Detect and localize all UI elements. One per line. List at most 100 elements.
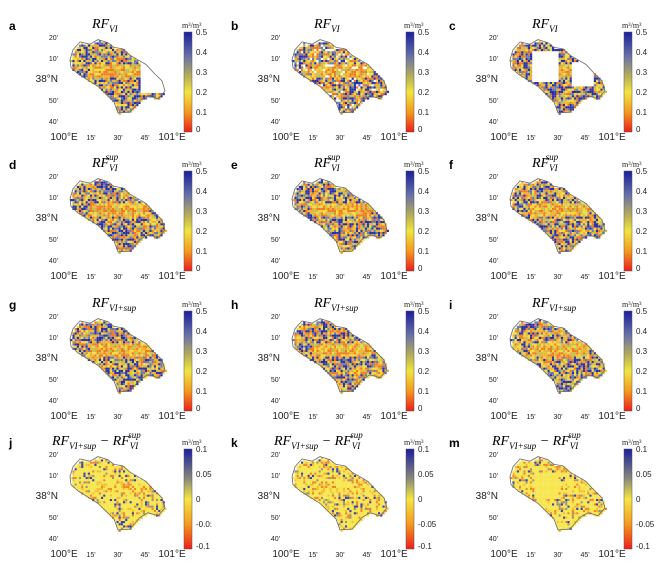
x-tick-label: 101°E: [158, 411, 186, 422]
y-tick-label: 38°N: [258, 353, 280, 364]
colorbar-tick-label: 0.5: [636, 28, 648, 37]
y-tick-label: 20': [271, 314, 280, 321]
y-tick-label: 40': [271, 258, 280, 265]
colorbar-tick-label: 0.4: [636, 48, 648, 57]
colorbar-unit: m³/m³: [622, 160, 642, 169]
basin-outline: [509, 39, 606, 114]
y-tick-label: 20': [49, 314, 58, 321]
panel-e: e RFVIsup 20' 10' 38°N 50' 40' 100°E 15' 30' 45' 10…: [231, 152, 430, 282]
colorbar-tick-label: 0: [636, 404, 641, 413]
panel-title: RFVIsup: [91, 152, 119, 173]
x-tick-label: 100°E: [272, 132, 300, 143]
colorbar-tick-label: 0.2: [636, 88, 648, 97]
colorbar-tick-label: 0.5: [418, 167, 430, 176]
y-tick-label: 38°N: [476, 353, 498, 364]
colorbar-tick-label: 0.4: [636, 327, 648, 336]
colorbar: [183, 310, 193, 412]
panel-title: RFVI+sup: [313, 296, 359, 313]
y-tick-label: 10': [271, 335, 280, 342]
colorbar-tick-label: 0.5: [418, 28, 430, 37]
x-tick-label: 30': [335, 135, 344, 142]
y-tick-label: 38°N: [36, 213, 58, 224]
x-tick-label: 101°E: [598, 411, 626, 422]
y-tick-label: 10': [489, 335, 498, 342]
colorbar-tick-label: 0.4: [418, 187, 430, 196]
y-tick-label: 50': [489, 237, 498, 244]
panel-label: g: [9, 298, 16, 312]
colorbar-tick-label: 0.3: [636, 207, 648, 216]
panel-label: b: [231, 19, 238, 33]
panel-label: a: [9, 19, 16, 33]
y-tick-label: 20': [489, 174, 498, 181]
y-tick-label: 50': [49, 98, 58, 105]
colorbar: [405, 170, 415, 272]
x-tick-label: 45': [580, 274, 589, 281]
y-tick-label: 10': [49, 473, 58, 480]
x-tick-label: 15': [86, 414, 95, 421]
colorbar-tick-label: 0.3: [636, 68, 648, 77]
x-tick-label: 15': [86, 135, 95, 142]
panel-title: RFVI: [531, 17, 559, 34]
colorbar-tick-label: 0.2: [636, 367, 648, 376]
colorbar-tick-label: 0.05: [418, 470, 434, 479]
x-tick-label: 100°E: [50, 271, 78, 282]
colorbar-tick-label: 0.1: [418, 247, 430, 256]
x-tick-label: 30': [553, 274, 562, 281]
panel-label: h: [231, 298, 238, 312]
colorbar-tick-label: 0.3: [418, 207, 430, 216]
colorbar-tick-label: -0.1: [418, 542, 432, 551]
basin-outline: [69, 456, 166, 531]
colorbar-tick-label: 0: [418, 264, 423, 273]
colorbar: [405, 448, 415, 550]
y-tick-label: 20': [489, 35, 498, 42]
colorbar-tick-label: 0: [418, 495, 423, 504]
colorbar-tick-label: 0.3: [418, 347, 430, 356]
y-tick-label: 38°N: [36, 74, 58, 85]
colorbar-unit: m³/m³: [622, 21, 642, 30]
basin-outline: [291, 39, 388, 114]
colorbar-tick-label: 0: [636, 125, 641, 134]
x-tick-label: 100°E: [50, 132, 78, 143]
y-tick-label: 38°N: [476, 74, 498, 85]
colorbar-tick-label: 0.4: [196, 48, 208, 57]
x-tick-label: 45': [140, 552, 149, 559]
y-tick-label: 38°N: [36, 353, 58, 364]
colorbar-unit: m³/m³: [182, 438, 202, 447]
x-tick-label: 100°E: [50, 411, 78, 422]
panel-title: RFVI+sup − RFVIsup: [51, 430, 141, 451]
panel-title: RFVI+sup − RFVIsup: [491, 430, 581, 451]
y-tick-label: 50': [271, 377, 280, 384]
y-tick-label: 50': [489, 377, 498, 384]
y-tick-label: 20': [49, 174, 58, 181]
colorbar: [183, 31, 193, 133]
y-tick-label: 50': [271, 98, 280, 105]
y-tick-label: 50': [49, 237, 58, 244]
panel-label: i: [449, 298, 452, 312]
y-tick-label: 10': [489, 195, 498, 202]
y-tick-label: 40': [49, 258, 58, 265]
colorbar-tick-label: 0.2: [196, 88, 208, 97]
x-tick-label: 30': [553, 552, 562, 559]
colorbar-tick-label: -0.05: [636, 520, 655, 529]
colorbar-tick-label: 0.3: [196, 347, 208, 356]
x-tick-label: 30': [335, 414, 344, 421]
x-tick-label: 45': [140, 135, 149, 142]
colorbar-tick-label: 0.1: [196, 247, 208, 256]
basin-outline: [509, 178, 606, 253]
colorbar-tick-label: 0.4: [196, 327, 208, 336]
y-tick-label: 50': [489, 98, 498, 105]
colorbar-tick-label: 0.2: [196, 227, 208, 236]
panel-title: RFVIsup: [531, 152, 559, 173]
panel-title: RFVI: [91, 17, 119, 34]
panel-title: RFVI+sup: [531, 296, 577, 313]
basin-outline: [291, 178, 388, 253]
y-tick-label: 10': [271, 56, 280, 63]
colorbar-tick-label: 0: [636, 264, 641, 273]
x-tick-label: 100°E: [490, 271, 518, 282]
x-tick-label: 45': [362, 552, 371, 559]
colorbar-tick-label: 0.1: [418, 445, 430, 454]
x-tick-label: 45': [580, 135, 589, 142]
colorbar-tick-label: 0.4: [636, 187, 648, 196]
y-tick-label: 38°N: [476, 491, 498, 502]
basin-outline: [509, 456, 606, 531]
